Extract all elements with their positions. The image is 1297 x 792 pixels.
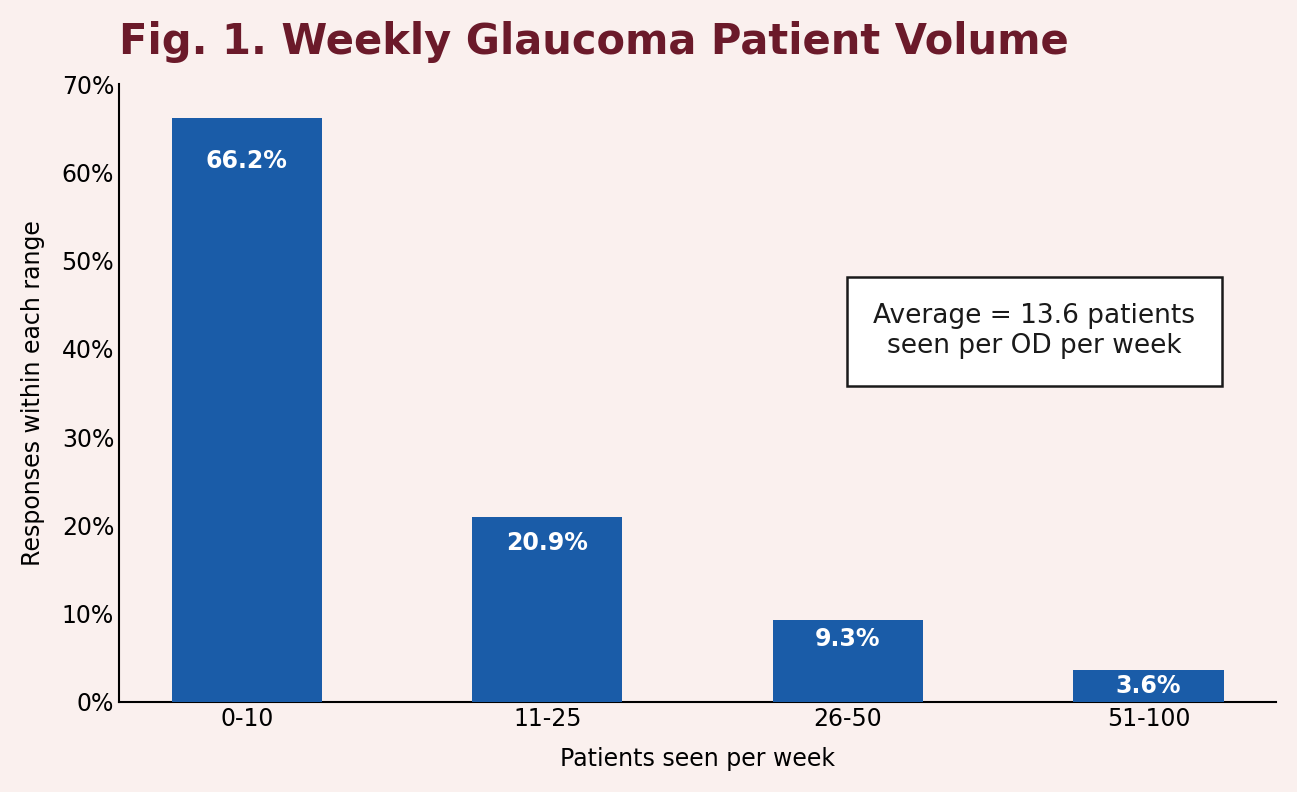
Bar: [472, 517, 623, 702]
Text: 20.9%: 20.9%: [506, 531, 589, 554]
Y-axis label: Responses within each range: Responses within each range: [21, 220, 45, 566]
Bar: [1074, 670, 1223, 702]
Bar: [171, 118, 322, 702]
Text: 9.3%: 9.3%: [815, 626, 881, 651]
X-axis label: Patients seen per week: Patients seen per week: [560, 747, 835, 771]
Text: 66.2%: 66.2%: [206, 149, 288, 173]
Text: Average = 13.6 patients
seen per OD per week: Average = 13.6 patients seen per OD per …: [873, 303, 1196, 360]
Text: Fig. 1. Weekly Glaucoma Patient Volume: Fig. 1. Weekly Glaucoma Patient Volume: [119, 21, 1069, 63]
Bar: [773, 619, 923, 702]
Text: 3.6%: 3.6%: [1115, 674, 1182, 699]
